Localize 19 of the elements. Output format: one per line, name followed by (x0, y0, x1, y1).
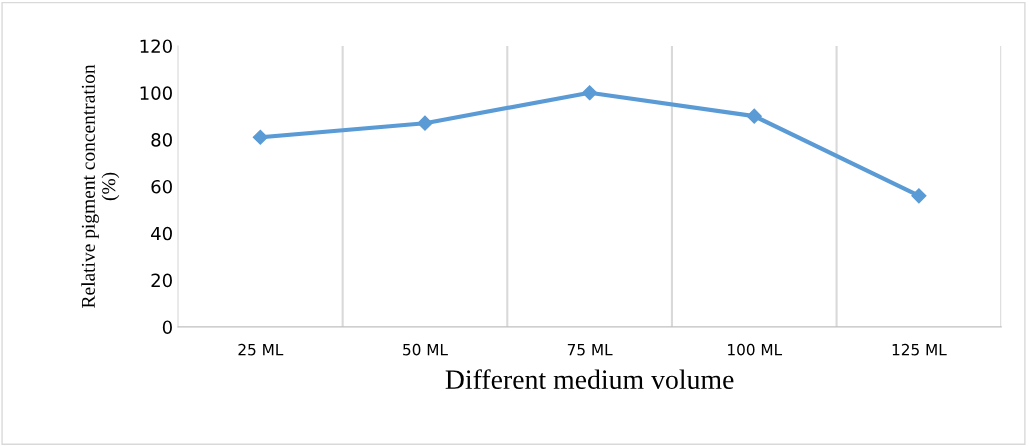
y-tick-label: 60 (151, 179, 172, 194)
x-tick-label: 50 ML (403, 343, 448, 356)
y-tick-label: 40 (151, 226, 172, 241)
x-axis-title: Different medium volume (445, 369, 734, 390)
point (417, 115, 433, 131)
point (911, 188, 927, 204)
point (582, 85, 598, 101)
x-tick-label: 125 ML (892, 343, 947, 356)
y-tick-label: 20 (151, 273, 172, 288)
y-tick-label: 100 (140, 86, 172, 100)
x-tick-label: 75 ML (567, 344, 613, 356)
y-tick-label: 120 (140, 39, 172, 54)
y-tick-label: 0 (162, 320, 172, 335)
y-axis-title: Relative pigment concentration (%) (81, 64, 120, 308)
point (252, 129, 268, 145)
x-tick-label: 25 ML (238, 343, 284, 356)
point (746, 108, 762, 124)
x-tick-label: 100 ML (728, 343, 783, 356)
y-tick-label: 80 (151, 133, 172, 147)
